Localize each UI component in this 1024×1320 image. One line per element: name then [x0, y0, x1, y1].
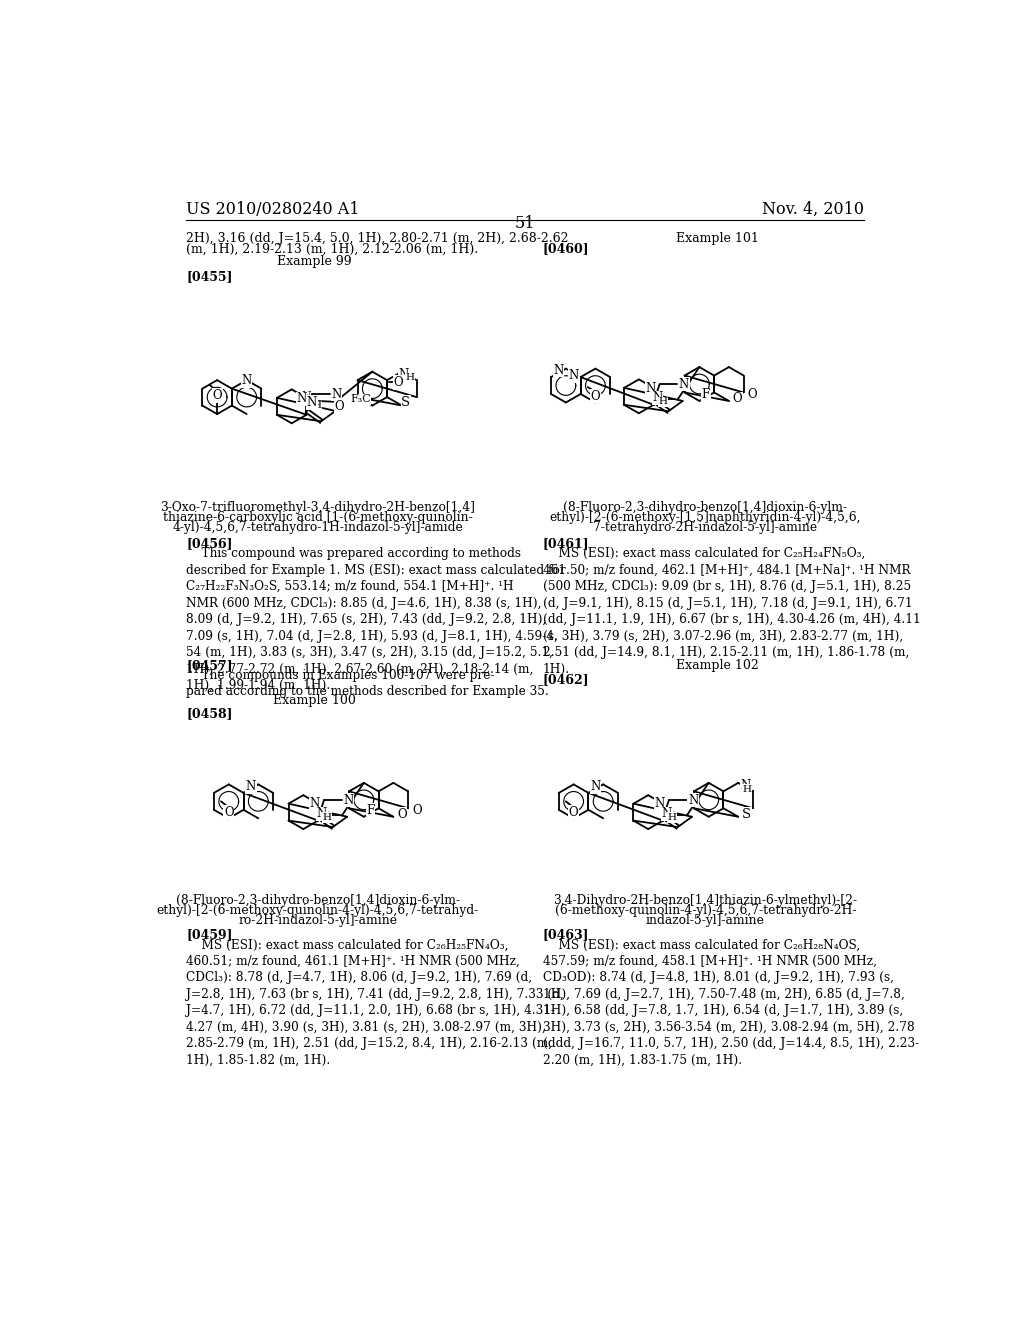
Text: O: O: [733, 392, 742, 405]
Text: N: N: [569, 370, 580, 381]
Text: (8-Fluoro-2,3-dihydro-benzo[1,4]dioxin-6-ylm-: (8-Fluoro-2,3-dihydro-benzo[1,4]dioxin-6…: [176, 894, 460, 907]
Text: [0461]: [0461]: [543, 537, 589, 550]
Text: [0462]: [0462]: [543, 673, 589, 686]
Text: S: S: [401, 396, 411, 409]
Text: N: N: [296, 392, 306, 405]
Text: Example 100: Example 100: [272, 693, 355, 706]
Text: Example 101: Example 101: [676, 231, 759, 244]
Text: N: N: [652, 391, 663, 404]
Text: O: O: [397, 808, 407, 821]
Text: S: S: [742, 808, 752, 821]
Text: N: N: [553, 363, 563, 376]
Text: N: N: [398, 367, 409, 380]
Text: Nov. 4, 2010: Nov. 4, 2010: [762, 201, 864, 218]
Text: N: N: [688, 793, 698, 807]
Text: MS (ESI): exact mass calculated for C₂₆H₂₈N₄OS,
457.59; m/z found, 458.1 [M+H]⁺.: MS (ESI): exact mass calculated for C₂₆H…: [543, 939, 919, 1067]
Text: N: N: [591, 780, 601, 793]
Text: O: O: [224, 805, 233, 818]
Text: H: H: [668, 813, 677, 822]
Text: N: N: [307, 396, 317, 409]
Text: 2H), 3.16 (dd, J=15.4, 5.0, 1H), 2.80-2.71 (m, 2H), 2.68-2.62: 2H), 3.16 (dd, J=15.4, 5.0, 1H), 2.80-2.…: [186, 231, 568, 244]
Text: Example 102: Example 102: [676, 659, 759, 672]
Text: US 2010/0280240 A1: US 2010/0280240 A1: [186, 201, 359, 218]
Text: N: N: [316, 807, 327, 820]
Text: (6-methoxy-quinolin-4-yl)-4,5,6,7-tetrahydro-2H-: (6-methoxy-quinolin-4-yl)-4,5,6,7-tetrah…: [555, 904, 856, 917]
Text: H: H: [323, 813, 332, 822]
Text: This compound was prepared according to methods
described for Example 1. MS (ESI: This compound was prepared according to …: [186, 548, 566, 692]
Text: [0457]: [0457]: [186, 659, 232, 672]
Text: [0455]: [0455]: [186, 271, 232, 282]
Text: N: N: [343, 793, 353, 807]
Text: N: N: [654, 797, 665, 810]
Text: H: H: [406, 374, 414, 383]
Text: O: O: [393, 376, 402, 389]
Text: N: N: [309, 797, 319, 810]
Text: N: N: [246, 780, 256, 793]
Text: [0456]: [0456]: [186, 537, 232, 550]
Text: (8-Fluoro-2,3-dihydro-benzo[1,4]dioxin-6-ylm-: (8-Fluoro-2,3-dihydro-benzo[1,4]dioxin-6…: [563, 502, 848, 513]
Text: ro-2H-indazol-5-yl]-amine: ro-2H-indazol-5-yl]-amine: [239, 913, 397, 927]
Text: F₃C: F₃C: [350, 395, 371, 404]
Text: N: N: [301, 391, 311, 401]
Text: The compounds in Examples 100-107 were pre-
pared according to the methods descr: The compounds in Examples 100-107 were p…: [186, 669, 549, 698]
Text: H: H: [742, 784, 752, 793]
Text: O: O: [748, 388, 757, 401]
Text: Example 99: Example 99: [276, 255, 351, 268]
Text: MS (ESI): exact mass calculated for C₂₆H₂₅FN₄O₃,
460.51; m/z found, 461.1 [M+H]⁺: MS (ESI): exact mass calculated for C₂₆H…: [186, 939, 564, 1067]
Text: H: H: [312, 401, 322, 411]
Text: F: F: [701, 388, 710, 401]
Text: N: N: [645, 381, 655, 395]
Text: 3,4-Dihydro-2H-benzo[1,4]thiazin-6-ylmethyl)-[2-: 3,4-Dihydro-2H-benzo[1,4]thiazin-6-ylmet…: [553, 894, 857, 907]
Text: O: O: [334, 400, 344, 413]
Text: O: O: [212, 389, 222, 403]
Text: N: N: [662, 807, 672, 820]
Text: ethyl)-[2-(6-methoxy-[1,5]naphthyridin-4-yl)-4,5,6,: ethyl)-[2-(6-methoxy-[1,5]naphthyridin-4…: [550, 511, 861, 524]
Text: 51: 51: [514, 215, 536, 231]
Text: [0460]: [0460]: [543, 243, 589, 255]
Text: (m, 1H), 2.19-2.13 (m, 1H), 2.12-2.06 (m, 1H).: (m, 1H), 2.19-2.13 (m, 1H), 2.12-2.06 (m…: [186, 243, 478, 255]
Text: F: F: [367, 804, 375, 817]
Text: 7-tetrahydro-2H-indazol-5-yl]-amine: 7-tetrahydro-2H-indazol-5-yl]-amine: [593, 521, 817, 535]
Text: indazol-5-yl]-amine: indazol-5-yl]-amine: [646, 913, 765, 927]
Text: [0459]: [0459]: [186, 928, 232, 941]
Text: [0458]: [0458]: [186, 708, 232, 721]
Text: N: N: [332, 388, 342, 401]
Text: N: N: [242, 375, 252, 388]
Text: ethyl)-[2-(6-methoxy-quinolin-4-yl)-4,5,6,7-tetrahyd-: ethyl)-[2-(6-methoxy-quinolin-4-yl)-4,5,…: [157, 904, 479, 917]
Text: N: N: [740, 779, 751, 792]
Text: 3-Oxo-7-trifluoromethyl-3,4-dihydro-2H-benzo[1,4]: 3-Oxo-7-trifluoromethyl-3,4-dihydro-2H-b…: [161, 502, 475, 513]
Text: [0463]: [0463]: [543, 928, 589, 941]
Text: O: O: [568, 805, 579, 818]
Text: N: N: [679, 378, 689, 391]
Text: O: O: [412, 804, 422, 817]
Text: MS (ESI): exact mass calculated for C₂₅H₂₄FN₅O₃,
461.50; m/z found, 462.1 [M+H]⁺: MS (ESI): exact mass calculated for C₂₅H…: [543, 548, 921, 676]
Text: 4-yl)-4,5,6,7-tetrahydro-1H-indazol-5-yl]-amide: 4-yl)-4,5,6,7-tetrahydro-1H-indazol-5-yl…: [172, 521, 463, 535]
Text: H: H: [658, 397, 668, 407]
Text: thiazine-6-carboxylic acid [1-(6-methoxy-quinolin-: thiazine-6-carboxylic acid [1-(6-methoxy…: [163, 511, 473, 524]
Text: O: O: [591, 389, 600, 403]
